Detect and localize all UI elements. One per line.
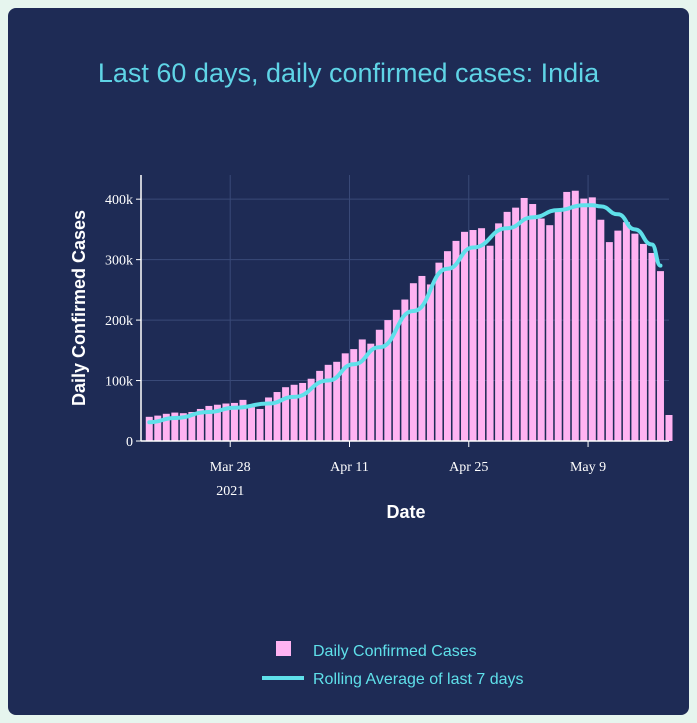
bar (529, 204, 537, 441)
bar (401, 299, 409, 441)
bar (443, 251, 451, 441)
bar (435, 262, 443, 441)
bar (580, 198, 588, 441)
bar (665, 415, 673, 441)
y-axis-label: Daily Confirmed Cases (69, 210, 89, 406)
bar (486, 245, 494, 441)
rolling-average-series (147, 203, 663, 425)
bar (358, 339, 366, 441)
bar (563, 191, 571, 441)
bar (205, 405, 213, 441)
bar (307, 378, 315, 441)
bar (537, 218, 545, 441)
bar (256, 408, 264, 441)
chart-title: Last 60 days, daily confirmed cases: Ind… (97, 58, 600, 88)
legend: Daily Confirmed Cases Rolling Average of… (262, 641, 524, 688)
bar (597, 219, 605, 441)
bar (605, 242, 613, 441)
y-tick-label: 100k (105, 375, 133, 390)
bar (554, 210, 562, 441)
bar (495, 223, 503, 441)
x-axis-label: Date (386, 502, 425, 522)
x-tick-label: Mar 28 (210, 460, 251, 475)
bar (316, 370, 324, 441)
y-tick-label: 400k (105, 193, 133, 208)
bar (188, 411, 196, 441)
bar (631, 233, 639, 441)
bar (324, 364, 332, 441)
bar (469, 230, 477, 441)
bar (213, 404, 221, 441)
bar (239, 399, 247, 441)
bar (512, 207, 520, 441)
x-tick-label: Apr 25 (449, 460, 488, 475)
bar (222, 403, 230, 441)
bar (656, 271, 664, 441)
bar (273, 392, 281, 441)
bar (265, 397, 273, 441)
bar (614, 230, 622, 441)
x-tick-sublabel: 2021 (216, 484, 244, 499)
bar (162, 413, 170, 441)
bar (290, 384, 298, 441)
bar (230, 402, 238, 441)
bar (648, 252, 656, 441)
bar (282, 387, 290, 441)
bar (367, 343, 375, 441)
bar-series (145, 190, 673, 441)
y-tick-label: 200k (105, 314, 133, 329)
bar (179, 413, 187, 441)
x-tick-label: May 9 (570, 460, 606, 475)
bar (375, 329, 383, 441)
legend-label-daily: Daily Confirmed Cases (313, 643, 477, 660)
bar (341, 353, 349, 441)
bar (196, 408, 204, 441)
bar (452, 240, 460, 441)
axes: 0 100k 200k 300k 400k Mar 28 2021 Apr 11 Apr 25 M… (105, 175, 669, 499)
bar (571, 190, 579, 441)
legend-label-rolling: Rolling Average of last 7 days (313, 671, 524, 688)
bar (426, 284, 434, 441)
bar (384, 320, 392, 441)
bar (299, 382, 307, 441)
rolling-average-line (147, 203, 663, 425)
bar (409, 283, 417, 441)
bar (392, 309, 400, 441)
bar (546, 225, 554, 441)
bar (145, 416, 153, 441)
bar (461, 231, 469, 441)
bar (478, 228, 486, 441)
bar (333, 361, 341, 441)
bar (418, 275, 426, 441)
x-tick-label: Apr 11 (330, 460, 369, 475)
bar (350, 349, 358, 441)
y-tick-label: 0 (126, 435, 133, 450)
bar (503, 211, 511, 441)
bar (588, 197, 596, 441)
bar (171, 412, 179, 441)
legend-bar-swatch (276, 641, 291, 656)
y-tick-label: 300k (105, 254, 133, 269)
bar (622, 222, 630, 441)
bar (639, 243, 647, 441)
bar (520, 197, 528, 441)
bar (154, 415, 162, 441)
bar (248, 407, 255, 441)
